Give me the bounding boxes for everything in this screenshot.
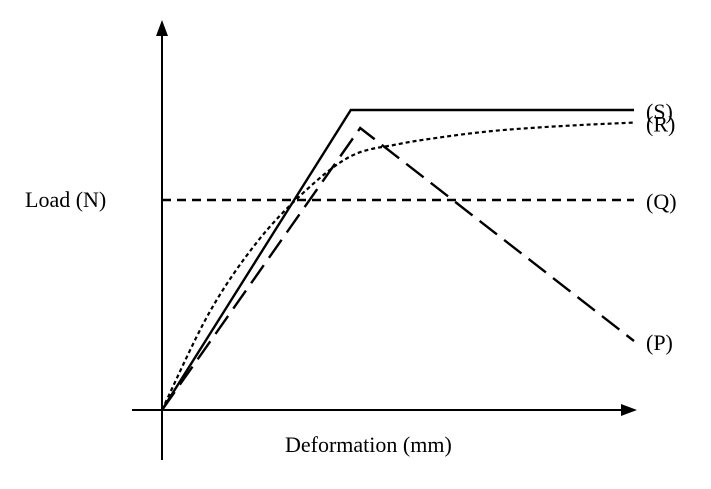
series-line-s: [160, 108, 634, 411]
series-layer: (S)(R) (Q) (P): [160, 99, 677, 411]
y-axis-arrow: [156, 20, 168, 36]
y-axis-label: Load (N): [25, 187, 106, 212]
axes: [132, 20, 637, 460]
x-axis-label: Deformation (mm): [285, 432, 452, 457]
x-axis-arrow: [621, 404, 637, 416]
series-label-q: (Q): [646, 189, 677, 214]
series-label-r: (R): [646, 112, 675, 137]
series-label-s: (S): [646, 99, 673, 124]
series-line-r: [161, 121, 635, 411]
series-label-p: (P): [646, 330, 673, 355]
series-line-p: [161, 126, 635, 411]
